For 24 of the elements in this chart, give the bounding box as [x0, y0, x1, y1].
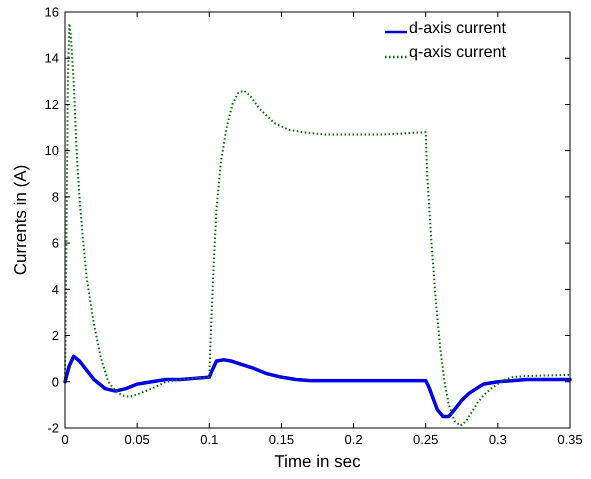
y-tick-label: 0: [52, 374, 59, 390]
y-tick-label: 6: [52, 236, 59, 251]
line-series: [64, 22, 571, 427]
y-tick-label: 2: [52, 328, 59, 344]
legend-label: q-axis current: [409, 44, 506, 61]
x-tick-label: 0.1: [200, 432, 218, 447]
x-tick-label: 0.25: [413, 432, 438, 447]
legend-label: d-axis current: [409, 20, 506, 37]
y-tick-label: 16: [44, 4, 59, 20]
line-series: [63, 354, 572, 418]
y-tick-label: 4: [52, 282, 59, 297]
y-tick-label: 12: [44, 96, 59, 112]
x-tick-label: 0.2: [344, 432, 363, 447]
x-tick-label: 0.15: [268, 432, 294, 447]
y-tick-label: 10: [44, 143, 59, 158]
y-tick-label: 8: [52, 189, 59, 204]
x-tick-label: 0.05: [124, 432, 150, 447]
x-axis-title: Time in sec: [274, 452, 362, 471]
y-tick-label: -2: [47, 420, 59, 436]
y-axis-title: Currents in (A): [11, 164, 30, 276]
y-tick-label: 14: [44, 50, 59, 66]
x-tick-label: 0: [61, 432, 69, 447]
x-tick-label: 0.3: [488, 432, 507, 447]
x-tick-label: 0.35: [557, 432, 583, 447]
